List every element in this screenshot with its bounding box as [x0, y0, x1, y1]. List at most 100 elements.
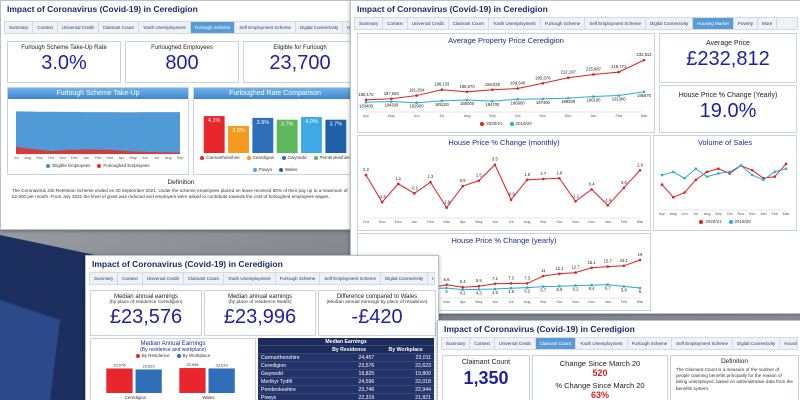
data-label: 5.8	[621, 287, 627, 292]
kl: Claimant Count	[461, 359, 511, 366]
earnings-panel: Impact of Coronavirus (Covid-19) in Cere…	[85, 255, 439, 400]
point	[461, 288, 465, 291]
table-cell: 23,011	[377, 353, 434, 362]
nav-tab[interactable]: More	[758, 18, 778, 29]
x-tick-label: Jul	[154, 156, 159, 160]
kl: % Change Since March 20	[555, 381, 645, 390]
legend-label: By Workplace	[182, 353, 211, 358]
legend-label: 2019/20	[515, 121, 532, 126]
nav-tab[interactable]: Housing Market	[428, 273, 434, 284]
point	[622, 285, 626, 288]
nav-tab[interactable]: Summary	[90, 273, 119, 284]
nav-tab[interactable]: Poverty	[734, 18, 759, 29]
nav-tab[interactable]: Youth Unemployment	[576, 338, 628, 349]
nav-tab[interactable]: Context	[470, 338, 495, 349]
point	[728, 170, 731, 174]
nav-tab[interactable]: Youth Unemployment	[224, 273, 276, 284]
point	[606, 283, 610, 286]
nav-tab[interactable]: Furlough Scheme	[541, 18, 586, 29]
x-tick-label: Aug	[24, 156, 31, 160]
nav-tab[interactable]: Universal Credit	[495, 338, 536, 349]
nav-tab[interactable]: Summary	[355, 18, 384, 29]
table-row: Merthyr Tydfil 24,596 22,018	[258, 377, 434, 386]
point	[750, 173, 754, 177]
nav-tab[interactable]: Furlough Scheme	[628, 338, 673, 349]
legend-swatch	[246, 155, 251, 160]
x-tick-label: Oct	[556, 300, 563, 304]
nav-tab[interactable]: Claimant Count	[184, 273, 224, 284]
kl: Difference compared to Wales	[336, 294, 418, 300]
point	[574, 284, 577, 287]
nav-tab[interactable]: Claimant Count	[449, 18, 489, 29]
nav-tab[interactable]: Context	[383, 18, 408, 29]
nav-tab[interactable]: Digital Connectivity	[733, 338, 781, 349]
point	[445, 283, 448, 287]
point	[638, 286, 642, 290]
x-tick-label: Apr	[460, 220, 467, 224]
kpi: Difference compared to Wales (Median annu…	[318, 290, 436, 336]
point	[541, 97, 545, 101]
point	[440, 88, 444, 92]
point	[558, 272, 561, 276]
kv: -£420	[351, 306, 403, 328]
nav-tab[interactable]: Universal Credit	[58, 22, 99, 33]
nav-tab[interactable]: Self Employment Scheme	[672, 338, 733, 349]
data-label: 16.1	[620, 258, 629, 263]
nav-tab[interactable]: Digital Connectivity	[296, 22, 344, 33]
x-tick-label: Jan	[605, 220, 611, 224]
legend-swatch	[313, 155, 318, 160]
box: Definition The Claimant Count is a measur…	[670, 355, 799, 400]
data-label: 7.3	[508, 275, 514, 280]
nav-tab[interactable]: Housing Market	[693, 18, 734, 29]
nav-tab[interactable]: Summary	[5, 22, 34, 33]
x-tick-label: May	[475, 220, 482, 224]
kv: £23,576	[109, 306, 183, 328]
point	[525, 282, 529, 285]
nav-tab[interactable]: Claimant Count	[99, 22, 139, 33]
nav-tab[interactable]: Furlough Scheme	[190, 22, 236, 33]
point	[739, 164, 743, 167]
nav-tab[interactable]: Universal Credit	[408, 18, 449, 29]
point	[566, 76, 570, 80]
nav-tab[interactable]: Claimant Count	[535, 338, 576, 349]
table-cell: 23,746	[320, 385, 378, 394]
data-label: 182900	[410, 104, 425, 109]
chart: Apr May Jun Jul Aug Sep Oct Nov Dec Jan Feb Mar	[659, 162, 790, 216]
x-tick-label: Apr	[363, 114, 370, 118]
x-tick-label: Nov	[540, 114, 547, 118]
x-tick-label: Jan	[605, 300, 611, 304]
table-cell: 19,800	[377, 369, 434, 378]
data-label: 11	[541, 268, 546, 273]
data-label: 5.7	[540, 288, 546, 293]
data-label: 184300	[384, 103, 399, 108]
thead: Median Earnings By Residence By Workplace	[258, 338, 434, 354]
nav-tab[interactable]: Furlough Scheme	[276, 273, 321, 284]
table-cell: Carmarthenshire	[258, 353, 321, 362]
nav-tab[interactable]: Context	[118, 273, 143, 284]
nav-tab[interactable]: Universal Credit	[143, 273, 184, 284]
point	[541, 177, 545, 181]
point	[509, 282, 513, 285]
legend-item: 2020/21	[699, 219, 722, 224]
nav-tab[interactable]: Self Employment Scheme	[235, 22, 296, 33]
nav-tab[interactable]: Summary	[442, 338, 471, 349]
backdrop-shape	[0, 300, 60, 400]
nav-tab[interactable]: Self Employment Scheme	[320, 273, 381, 284]
point	[622, 186, 626, 190]
nav-tab[interactable]: Digital Connectivity	[646, 18, 694, 29]
nav-tab[interactable]: Self Employment Scheme	[585, 18, 646, 29]
nav-tab[interactable]: Youth Unemployment	[489, 18, 541, 29]
x-tick-label: Feb	[771, 212, 778, 216]
point	[493, 163, 497, 167]
legend-label: 2019/20	[734, 219, 751, 224]
nav-tab[interactable]: Context	[33, 22, 58, 33]
nav-tab[interactable]: Housing Market	[780, 338, 797, 349]
data-label: 188200	[561, 99, 576, 104]
nav-tab[interactable]: Digital Connectivity	[381, 273, 429, 284]
point	[389, 97, 393, 101]
nav-tab[interactable]: Youth Unemployment	[139, 22, 191, 33]
point	[558, 284, 561, 288]
data-label: 15.7	[604, 259, 613, 264]
x-tick-label: May	[130, 156, 137, 160]
data-label: 195670	[637, 93, 652, 98]
